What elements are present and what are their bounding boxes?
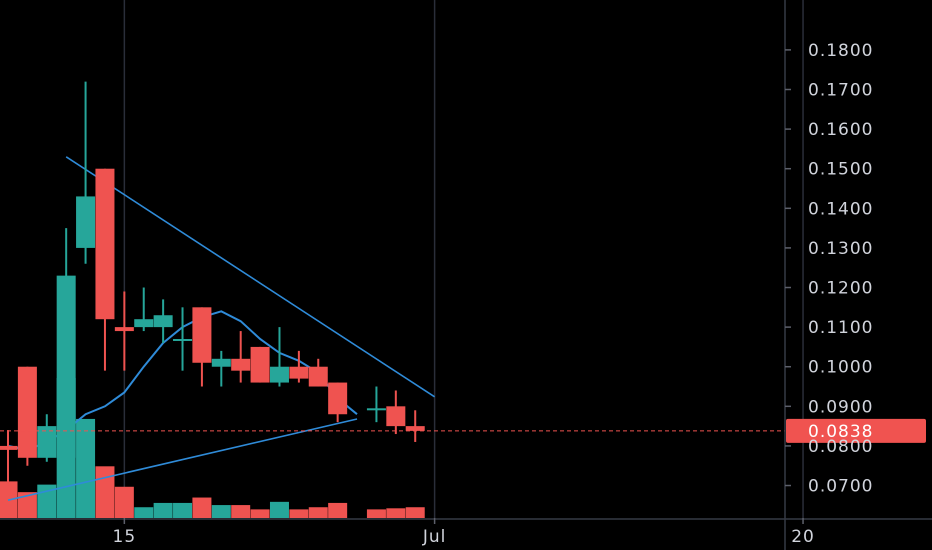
volume-bar bbox=[289, 509, 309, 518]
volume-bar bbox=[76, 418, 96, 518]
volume-bar bbox=[366, 509, 386, 518]
last-price-label-box bbox=[786, 418, 926, 443]
candle-body bbox=[405, 426, 425, 431]
volume-bar bbox=[153, 502, 173, 518]
candle-body bbox=[76, 196, 96, 248]
volume-bar bbox=[405, 507, 425, 518]
last-price-label: 0.0838 bbox=[808, 422, 873, 442]
candle-body bbox=[153, 315, 173, 328]
candle-body bbox=[17, 366, 37, 458]
candle-body bbox=[328, 382, 348, 415]
candle-body bbox=[250, 346, 270, 383]
candle-body bbox=[366, 408, 386, 411]
y-tick-label: 0.1400 bbox=[808, 199, 873, 219]
grid bbox=[123, 0, 804, 518]
volume-bar bbox=[211, 505, 231, 518]
candle-body bbox=[95, 168, 115, 320]
candle-body bbox=[0, 445, 18, 450]
y-tick-label: 0.0700 bbox=[808, 477, 873, 497]
volume-bar bbox=[231, 505, 251, 518]
resistance-trendline bbox=[65, 156, 436, 398]
volume-bar bbox=[17, 492, 37, 518]
candle-body bbox=[134, 319, 154, 328]
y-tick-label: 0.1200 bbox=[808, 279, 873, 299]
y-tick-label: 0.1700 bbox=[808, 81, 873, 101]
volume-bar bbox=[134, 507, 154, 518]
candle-body bbox=[192, 307, 212, 363]
volume-bar bbox=[114, 486, 134, 518]
candle-body bbox=[289, 366, 309, 379]
candle-body bbox=[56, 275, 76, 458]
x-tick-label: Jul bbox=[422, 527, 447, 547]
volume-bar bbox=[308, 507, 328, 518]
candle-body bbox=[37, 426, 57, 458]
last-price-line: 0.0838 bbox=[0, 418, 926, 443]
volume-bar bbox=[386, 508, 406, 518]
candle-body bbox=[173, 338, 193, 341]
y-tick-label: 0.0900 bbox=[808, 397, 873, 417]
candles bbox=[0, 81, 425, 486]
volume-bar bbox=[173, 502, 193, 518]
x-tick-label: 15 bbox=[113, 527, 137, 547]
y-tick-label: 0.1500 bbox=[808, 160, 873, 180]
volume-bar bbox=[250, 509, 270, 518]
y-tick-label: 0.1100 bbox=[808, 318, 873, 338]
candle-body bbox=[386, 406, 406, 427]
volume-bar bbox=[192, 497, 212, 518]
volume-bar bbox=[95, 466, 115, 518]
y-tick-label: 0.1000 bbox=[808, 358, 873, 378]
candle-body bbox=[231, 358, 251, 371]
y-tick-label: 0.0800 bbox=[808, 437, 873, 457]
support-trendline bbox=[7, 418, 358, 501]
candle-body bbox=[211, 358, 231, 367]
y-tick-label: 0.1600 bbox=[808, 120, 873, 140]
y-tick-label: 0.1800 bbox=[808, 41, 873, 61]
volume-bar bbox=[328, 502, 348, 518]
candle-body bbox=[114, 327, 134, 332]
volume-bar bbox=[269, 501, 289, 518]
x-tick-label: 20 bbox=[791, 527, 815, 547]
candle-body bbox=[269, 366, 289, 383]
candle-body bbox=[308, 366, 328, 387]
y-tick-label: 0.1300 bbox=[808, 239, 873, 259]
